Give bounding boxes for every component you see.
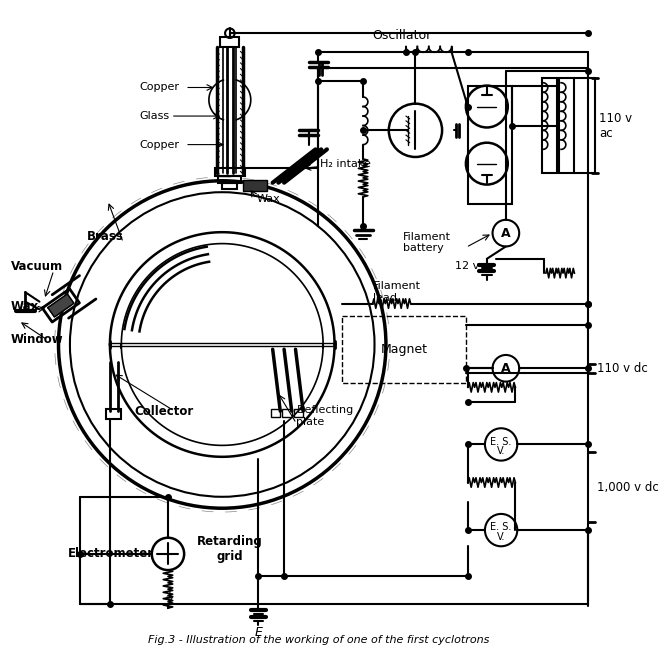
Text: Fig.3 - Illustration of the working of one of the first cyclotrons: Fig.3 - Illustration of the working of o… [148, 635, 489, 644]
Bar [106, 409, 121, 419]
Text: Window: Window [11, 333, 63, 347]
Text: 12 v: 12 v [455, 262, 480, 272]
Text: A: A [501, 227, 511, 240]
Text: Glass: Glass [139, 111, 170, 121]
Text: V.: V. [497, 532, 505, 542]
Bar [542, 78, 557, 173]
Bar [468, 86, 511, 203]
Text: E. S.: E. S. [490, 437, 511, 447]
Text: Magnet: Magnet [380, 343, 428, 356]
Text: Oscillator: Oscillator [372, 29, 432, 41]
Text: Electrometer: Electrometer [68, 547, 154, 561]
Text: 1,000 v dc: 1,000 v dc [597, 481, 659, 494]
Text: Copper: Copper [139, 82, 179, 92]
Text: Vacuum: Vacuum [11, 260, 63, 273]
Text: Filament
lead: Filament lead [372, 282, 421, 303]
Text: E: E [254, 626, 262, 640]
Bar [218, 176, 241, 183]
Text: 110 v dc: 110 v dc [597, 362, 648, 375]
Polygon shape [48, 294, 74, 317]
Text: Retarding
grid: Retarding grid [197, 535, 262, 563]
Text: Deflecting
plate: Deflecting plate [296, 405, 354, 427]
Bar [294, 409, 303, 417]
Text: Copper: Copper [139, 140, 179, 150]
Text: E. S.: E. S. [490, 522, 511, 533]
Text: 110 v
ac: 110 v ac [599, 112, 632, 140]
Text: Filament
battery: Filament battery [403, 232, 451, 254]
Text: Brass: Brass [87, 230, 124, 244]
Bar [220, 37, 239, 47]
Bar [243, 180, 267, 191]
Text: A: A [501, 362, 511, 375]
Bar [282, 409, 292, 417]
Text: Collector: Collector [135, 405, 194, 417]
Text: H₂ intake: H₂ intake [320, 159, 371, 169]
Bar [559, 78, 574, 173]
Bar [342, 316, 466, 383]
Bar [222, 183, 238, 189]
Bar [271, 409, 280, 417]
Bar [214, 169, 245, 176]
Text: Wax: Wax [11, 300, 39, 313]
Text: Wax: Wax [256, 194, 280, 204]
Text: V.: V. [497, 446, 505, 456]
